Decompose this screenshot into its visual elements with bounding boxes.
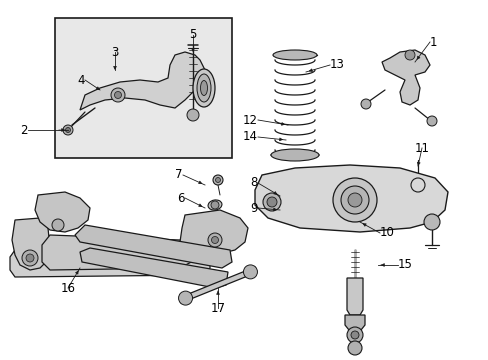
Circle shape (350, 331, 358, 339)
Circle shape (111, 88, 125, 102)
Ellipse shape (193, 69, 215, 107)
Circle shape (52, 219, 64, 231)
Circle shape (186, 109, 199, 121)
Text: 14: 14 (243, 130, 258, 144)
Text: 2: 2 (20, 123, 28, 136)
Circle shape (426, 116, 436, 126)
Text: 17: 17 (210, 302, 225, 315)
Circle shape (215, 177, 220, 183)
Circle shape (207, 233, 222, 247)
Text: 13: 13 (329, 58, 344, 72)
Circle shape (213, 175, 223, 185)
Circle shape (263, 193, 281, 211)
Ellipse shape (270, 149, 318, 161)
Circle shape (114, 91, 121, 99)
Text: 8: 8 (250, 176, 258, 189)
Text: 6: 6 (177, 192, 184, 204)
Ellipse shape (207, 200, 222, 210)
Text: 9: 9 (250, 202, 258, 215)
Ellipse shape (272, 50, 316, 60)
Circle shape (63, 125, 73, 135)
Polygon shape (35, 192, 90, 232)
Polygon shape (10, 248, 209, 277)
Text: 12: 12 (243, 113, 258, 126)
Circle shape (347, 193, 361, 207)
Text: 3: 3 (111, 45, 119, 58)
Polygon shape (80, 52, 204, 110)
Ellipse shape (197, 74, 210, 102)
Bar (55, 18, 231, 158)
Polygon shape (346, 278, 362, 315)
Text: 10: 10 (379, 226, 394, 239)
Text: 1: 1 (429, 36, 437, 49)
Circle shape (340, 186, 368, 214)
Circle shape (346, 327, 362, 343)
Text: 16: 16 (61, 282, 75, 294)
Polygon shape (80, 248, 227, 288)
Circle shape (22, 250, 38, 266)
Polygon shape (75, 225, 231, 268)
Circle shape (360, 99, 370, 109)
Circle shape (210, 201, 219, 209)
Polygon shape (345, 315, 364, 330)
Text: 15: 15 (397, 258, 412, 271)
Circle shape (332, 178, 376, 222)
Ellipse shape (200, 81, 207, 95)
Circle shape (65, 127, 70, 132)
Polygon shape (254, 165, 447, 232)
Circle shape (266, 197, 276, 207)
Text: 4: 4 (77, 73, 85, 86)
Circle shape (178, 291, 192, 305)
Text: 11: 11 (414, 141, 428, 154)
Polygon shape (180, 267, 255, 303)
Text: 5: 5 (189, 28, 196, 41)
Polygon shape (180, 210, 247, 255)
Polygon shape (42, 235, 195, 270)
Polygon shape (381, 50, 429, 105)
Text: 7: 7 (175, 168, 183, 181)
Circle shape (347, 341, 361, 355)
Circle shape (26, 254, 34, 262)
Circle shape (243, 265, 257, 279)
Circle shape (211, 237, 218, 243)
Circle shape (404, 50, 414, 60)
Polygon shape (12, 218, 50, 270)
Circle shape (423, 214, 439, 230)
